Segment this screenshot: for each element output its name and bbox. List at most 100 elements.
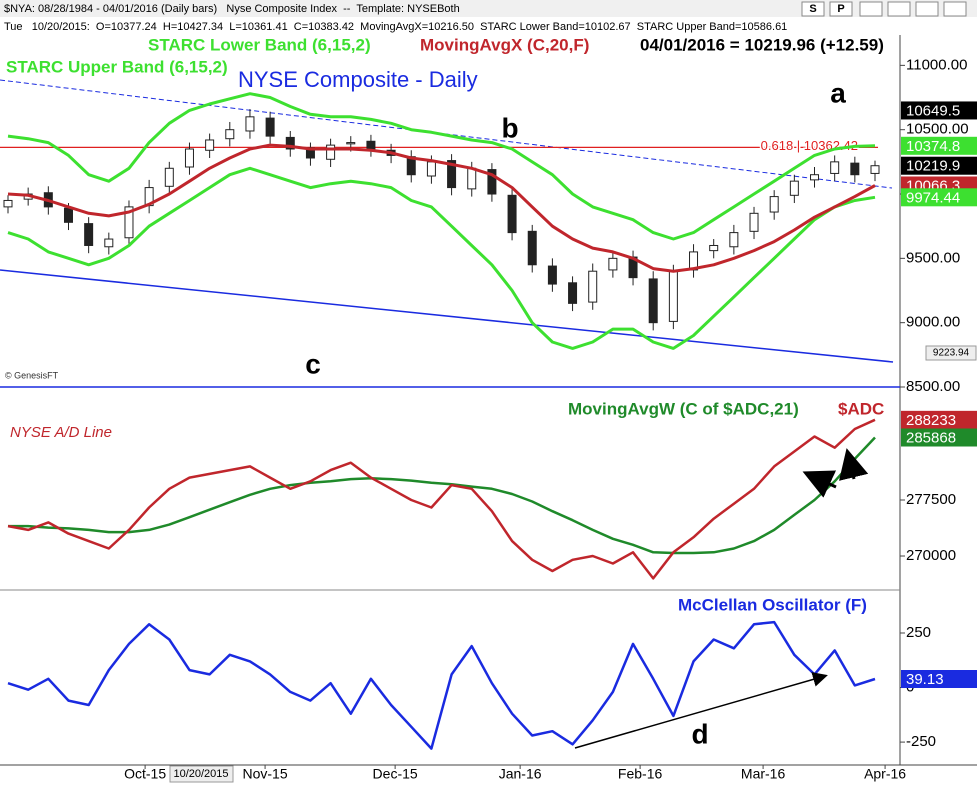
icon-button[interactable] [943,1,967,17]
annotation: c [305,348,321,379]
x-tick-label: Apr-16 [864,766,906,782]
button-label[interactable]: P [837,3,844,15]
series-line [7,92,876,241]
candle-body [164,167,174,187]
value-box-label: 10219.9 [906,158,960,175]
panel-title: NYSE A/D Line [10,424,112,441]
cursor-box [169,765,234,783]
series-line [8,436,876,555]
arrow [839,448,869,481]
candle-body [507,194,517,234]
annotation: b [501,112,518,143]
candle-body [225,129,235,140]
legend-entry: MovingAvgX (C,20,F) [420,35,589,54]
value-box-label: 10374.8 [906,138,960,155]
legend-entry: McClellan Oscillator (F) [678,595,867,614]
series-line [7,620,876,750]
candle-body [184,148,194,168]
y-tick-label: 250 [906,624,931,641]
credit: © GenesisFT [5,370,59,380]
value-box-label: 9223.94 [933,348,970,359]
button[interactable] [829,1,853,17]
value-box-label: 288233 [906,412,956,429]
candle-body [729,232,739,248]
legend-entry: STARC Upper Band (6,15,2) [6,57,228,76]
candle-body [668,270,678,322]
y-tick-label: 8500.00 [906,378,960,395]
arrow [574,672,828,749]
plots: 11000.0010500.0010000.009500.009000.0085… [0,56,977,782]
candle-body [850,162,860,176]
header-line: $NYA: 08/28/1984 - 04/01/2016 (Daily bar… [4,3,460,15]
x-tick-label: Nov-15 [243,766,288,782]
candle-body [366,140,376,150]
toolbar[interactable]: S P [801,1,967,17]
x-tick-label: Jan-16 [499,766,542,782]
candle-body [789,180,799,196]
candle-body [810,174,820,181]
series-line [7,143,876,273]
trend-line [0,269,894,363]
legend-entry: MovingAvgW (C of $ADC,21) [568,399,799,418]
candle-body [588,270,598,303]
candle-body [326,144,336,160]
candle-body [285,136,295,150]
button[interactable] [801,1,825,17]
candle-body [487,169,497,195]
candle-body [608,257,618,271]
value-box [901,669,977,688]
x-tick-label: Feb-16 [618,766,663,782]
series-line [7,418,876,580]
candle-body [426,161,436,177]
header-bar [0,0,977,17]
series-line [7,166,876,350]
value-box [901,101,977,120]
button-label[interactable]: S [809,3,816,15]
value-box [901,188,977,207]
candle-body [527,230,537,266]
candle-body [830,161,840,174]
legend-entry: STARC Lower Band (6,15,2) [148,35,371,54]
icon-button[interactable] [915,1,939,17]
candle-body [568,282,578,304]
header-line: Tue 10/20/2015: O=10377.24 H=10427.34 L=… [4,21,787,33]
candle-body [870,165,880,174]
value-box [901,428,977,447]
annotation: d [691,718,708,749]
candle-body [648,278,658,324]
legend-entry: $ADC [838,399,884,418]
y-tick-label: -250 [906,733,936,750]
y-tick-label: 270000 [906,547,956,564]
icon-button[interactable] [859,1,883,17]
y-tick-label: 277500 [906,491,956,508]
readout: 04/01/2016 = 10219.96 (+12.59) [640,35,884,54]
y-tick-label: 9000.00 [906,314,960,331]
x-tick-label: Mar-16 [741,766,786,782]
value-box [901,410,977,429]
x-tick-label: Oct-15 [124,766,166,782]
value-box-label: 285868 [906,429,956,446]
cursor-label: 10/20/2015 [173,768,228,780]
reference-label: 0.618 | 10362.42 [761,138,858,153]
x-tick-label: Dec-15 [373,766,418,782]
candle-body [346,142,356,145]
value-box [901,156,977,175]
chart-title: NYSE Composite - Daily [238,67,478,92]
candle-body [245,116,255,132]
candle-body [709,244,719,252]
candle-body [749,212,759,232]
value-box-label: 9974.44 [906,189,960,206]
value-box [925,345,977,361]
candle-body [467,167,477,190]
candle-body [769,196,779,213]
y-tick-label: 10500.00 [906,121,969,138]
y-tick-label: 9500.00 [906,249,960,266]
candle-body [265,117,275,137]
annotation: a [830,77,846,108]
value-box-label: 39.13 [906,671,944,688]
y-tick-label: 11000.00 [906,56,967,73]
icon-button[interactable] [887,1,911,17]
